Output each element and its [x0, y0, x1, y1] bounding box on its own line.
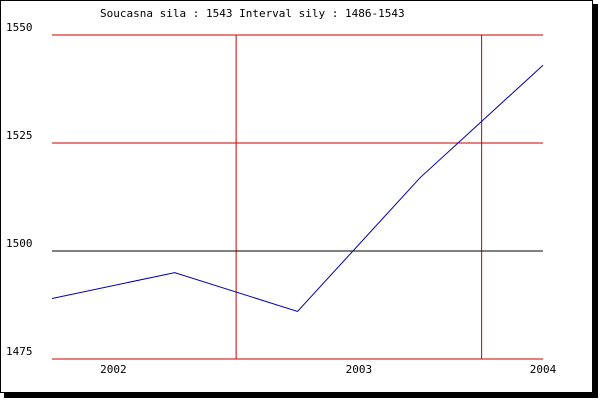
x-tick-label: 2003 — [346, 363, 373, 376]
line-series — [51, 64, 544, 313]
x-tick-label: 2002 — [100, 363, 127, 376]
y-tick-label: 1500 — [6, 237, 33, 250]
y-tick-label: 1550 — [6, 21, 33, 34]
chart-title: Soucasna sila : 1543 Interval sily : 148… — [100, 7, 405, 20]
frame — [0, 0, 593, 393]
y-tick-label: 1475 — [6, 345, 33, 358]
y-tick-label: 1525 — [6, 129, 33, 142]
x-tick-label: 2004 — [530, 363, 557, 376]
